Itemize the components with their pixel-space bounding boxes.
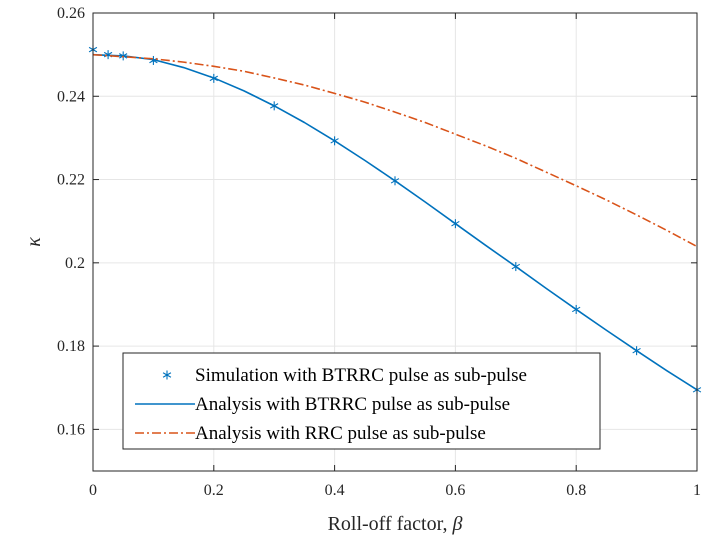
y-tick-label: 0.2 [65, 255, 85, 272]
plot-frame [92, 12, 698, 472]
legend-label: Analysis with BTRRC pulse as sub-pulse [195, 394, 510, 415]
x-tick-label: 0.4 [325, 482, 345, 499]
data-point-marker [162, 370, 172, 380]
x-tick-label: 0.8 [566, 482, 586, 499]
y-tick-label: 0.26 [57, 5, 85, 22]
legend-entry: Simulation with BTRRC pulse as sub-pulse [162, 365, 527, 386]
x-tick-label: 0 [89, 482, 97, 499]
tick-labels: 0 0.2 0.4 0.6 0.8 1 0.16 0.18 0.2 0.22 0.24 0.26 [57, 5, 701, 499]
legend-box [122, 352, 601, 450]
legend-entry: Analysis with RRC pulse as sub-pulse [135, 423, 486, 444]
x-axis-symbol: β [451, 513, 462, 535]
series-layer [88, 45, 702, 395]
x-axis-label-text: Roll-off factor, [328, 513, 453, 535]
y-tick-label: 0.18 [57, 338, 85, 355]
btrrc-analysis-line [92, 53, 698, 391]
legend-entry: Analysis with BTRRC pulse as sub-pulse [135, 394, 510, 415]
y-tick-label: 0.16 [57, 421, 85, 438]
y-tick-label: 0.22 [57, 172, 85, 189]
x-tick-label: 1 [693, 482, 701, 499]
rrc-analysis-line [92, 53, 698, 248]
legend-label: Analysis with RRC pulse as sub-pulse [195, 423, 486, 444]
axis-ticks [92, 12, 698, 471]
legend: Simulation with BTRRC pulse as sub-pulse… [122, 352, 601, 450]
y-tick-label: 0.24 [57, 88, 85, 105]
x-tick-label: 0.6 [445, 482, 465, 499]
x-axis-title: Roll-off factor, β [328, 513, 463, 535]
y-axis-title: κ [23, 237, 45, 247]
x-tick-label: 0.2 [204, 482, 224, 499]
legend-label: Simulation with BTRRC pulse as sub-pulse [195, 365, 527, 386]
